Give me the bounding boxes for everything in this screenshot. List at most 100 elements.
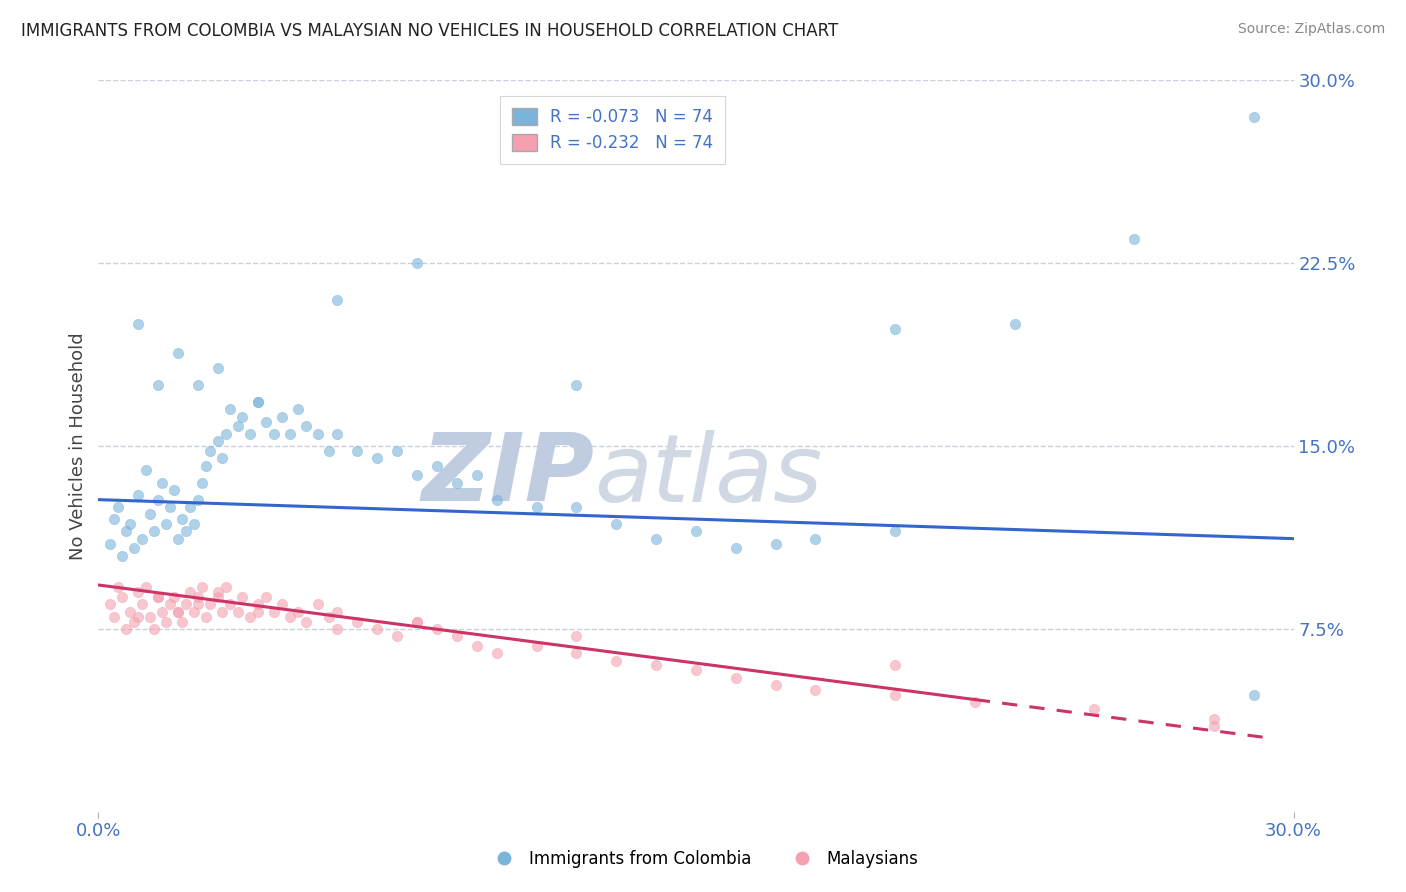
Point bbox=[724, 541, 747, 556]
Point bbox=[127, 585, 149, 599]
Point bbox=[231, 409, 253, 424]
Point bbox=[183, 605, 205, 619]
Point bbox=[685, 524, 707, 539]
Point bbox=[124, 615, 146, 629]
Point bbox=[605, 516, 627, 531]
Point bbox=[685, 663, 707, 677]
Point bbox=[143, 622, 166, 636]
Point bbox=[884, 688, 907, 702]
Point bbox=[326, 426, 349, 441]
Point bbox=[148, 492, 170, 507]
Point bbox=[198, 598, 221, 612]
Point bbox=[207, 585, 229, 599]
Point bbox=[426, 458, 449, 473]
Point bbox=[724, 671, 747, 685]
Point bbox=[179, 585, 201, 599]
Point bbox=[605, 654, 627, 668]
Point bbox=[1243, 688, 1265, 702]
Point bbox=[187, 590, 209, 604]
Legend: R = -0.073   N = 74, R = -0.232   N = 74: R = -0.073 N = 74, R = -0.232 N = 74 bbox=[501, 96, 724, 164]
Point bbox=[1123, 232, 1146, 246]
Point bbox=[195, 609, 218, 624]
Point bbox=[287, 402, 309, 417]
Point bbox=[127, 317, 149, 331]
Point bbox=[963, 695, 986, 709]
Point bbox=[254, 415, 277, 429]
Point bbox=[246, 395, 269, 409]
Point bbox=[246, 395, 269, 409]
Point bbox=[219, 402, 242, 417]
Point bbox=[385, 443, 409, 458]
Point bbox=[565, 629, 588, 643]
Point bbox=[406, 468, 429, 483]
Point bbox=[187, 378, 209, 392]
Point bbox=[294, 615, 316, 629]
Point bbox=[270, 409, 292, 424]
Point bbox=[231, 590, 253, 604]
Point bbox=[172, 615, 194, 629]
Point bbox=[167, 346, 190, 360]
Point bbox=[131, 598, 153, 612]
Point bbox=[465, 468, 488, 483]
Point bbox=[1202, 719, 1225, 733]
Point bbox=[187, 598, 209, 612]
Point bbox=[485, 492, 508, 507]
Point bbox=[120, 516, 142, 531]
Point bbox=[565, 378, 588, 392]
Point bbox=[103, 609, 125, 624]
Point bbox=[246, 605, 269, 619]
Point bbox=[195, 458, 218, 473]
Point bbox=[366, 622, 388, 636]
Point bbox=[526, 500, 548, 514]
Point bbox=[172, 512, 194, 526]
Point bbox=[884, 524, 907, 539]
Point bbox=[326, 605, 349, 619]
Point bbox=[226, 419, 249, 434]
Point bbox=[219, 598, 242, 612]
Point bbox=[111, 549, 134, 563]
Point bbox=[215, 426, 238, 441]
Point bbox=[127, 609, 149, 624]
Point bbox=[98, 536, 122, 550]
Point bbox=[155, 516, 177, 531]
Point bbox=[278, 609, 301, 624]
Point bbox=[148, 378, 170, 392]
Point bbox=[239, 426, 262, 441]
Point bbox=[287, 605, 309, 619]
Point bbox=[446, 475, 468, 490]
Point bbox=[191, 581, 214, 595]
Point bbox=[263, 426, 285, 441]
Point bbox=[318, 609, 340, 624]
Point bbox=[485, 646, 508, 660]
Point bbox=[207, 361, 229, 376]
Point bbox=[346, 615, 368, 629]
Point bbox=[215, 581, 238, 595]
Point bbox=[211, 605, 233, 619]
Point bbox=[765, 678, 787, 692]
Point bbox=[174, 598, 197, 612]
Legend: Immigrants from Colombia, Malaysians: Immigrants from Colombia, Malaysians bbox=[481, 844, 925, 875]
Point bbox=[198, 443, 221, 458]
Point bbox=[307, 426, 329, 441]
Point bbox=[270, 598, 292, 612]
Point bbox=[1004, 317, 1026, 331]
Y-axis label: No Vehicles in Household: No Vehicles in Household bbox=[69, 332, 87, 560]
Point bbox=[155, 615, 177, 629]
Point bbox=[167, 605, 190, 619]
Point bbox=[884, 322, 907, 336]
Point bbox=[804, 682, 827, 697]
Point bbox=[120, 605, 142, 619]
Point bbox=[174, 524, 197, 539]
Point bbox=[294, 419, 316, 434]
Point bbox=[366, 451, 388, 466]
Point bbox=[115, 622, 138, 636]
Point bbox=[150, 475, 173, 490]
Point bbox=[446, 629, 468, 643]
Point bbox=[385, 629, 409, 643]
Text: IMMIGRANTS FROM COLOMBIA VS MALAYSIAN NO VEHICLES IN HOUSEHOLD CORRELATION CHART: IMMIGRANTS FROM COLOMBIA VS MALAYSIAN NO… bbox=[21, 22, 838, 40]
Text: ZIP: ZIP bbox=[422, 429, 595, 521]
Point bbox=[107, 581, 129, 595]
Point bbox=[406, 256, 429, 270]
Point bbox=[103, 512, 125, 526]
Point bbox=[884, 658, 907, 673]
